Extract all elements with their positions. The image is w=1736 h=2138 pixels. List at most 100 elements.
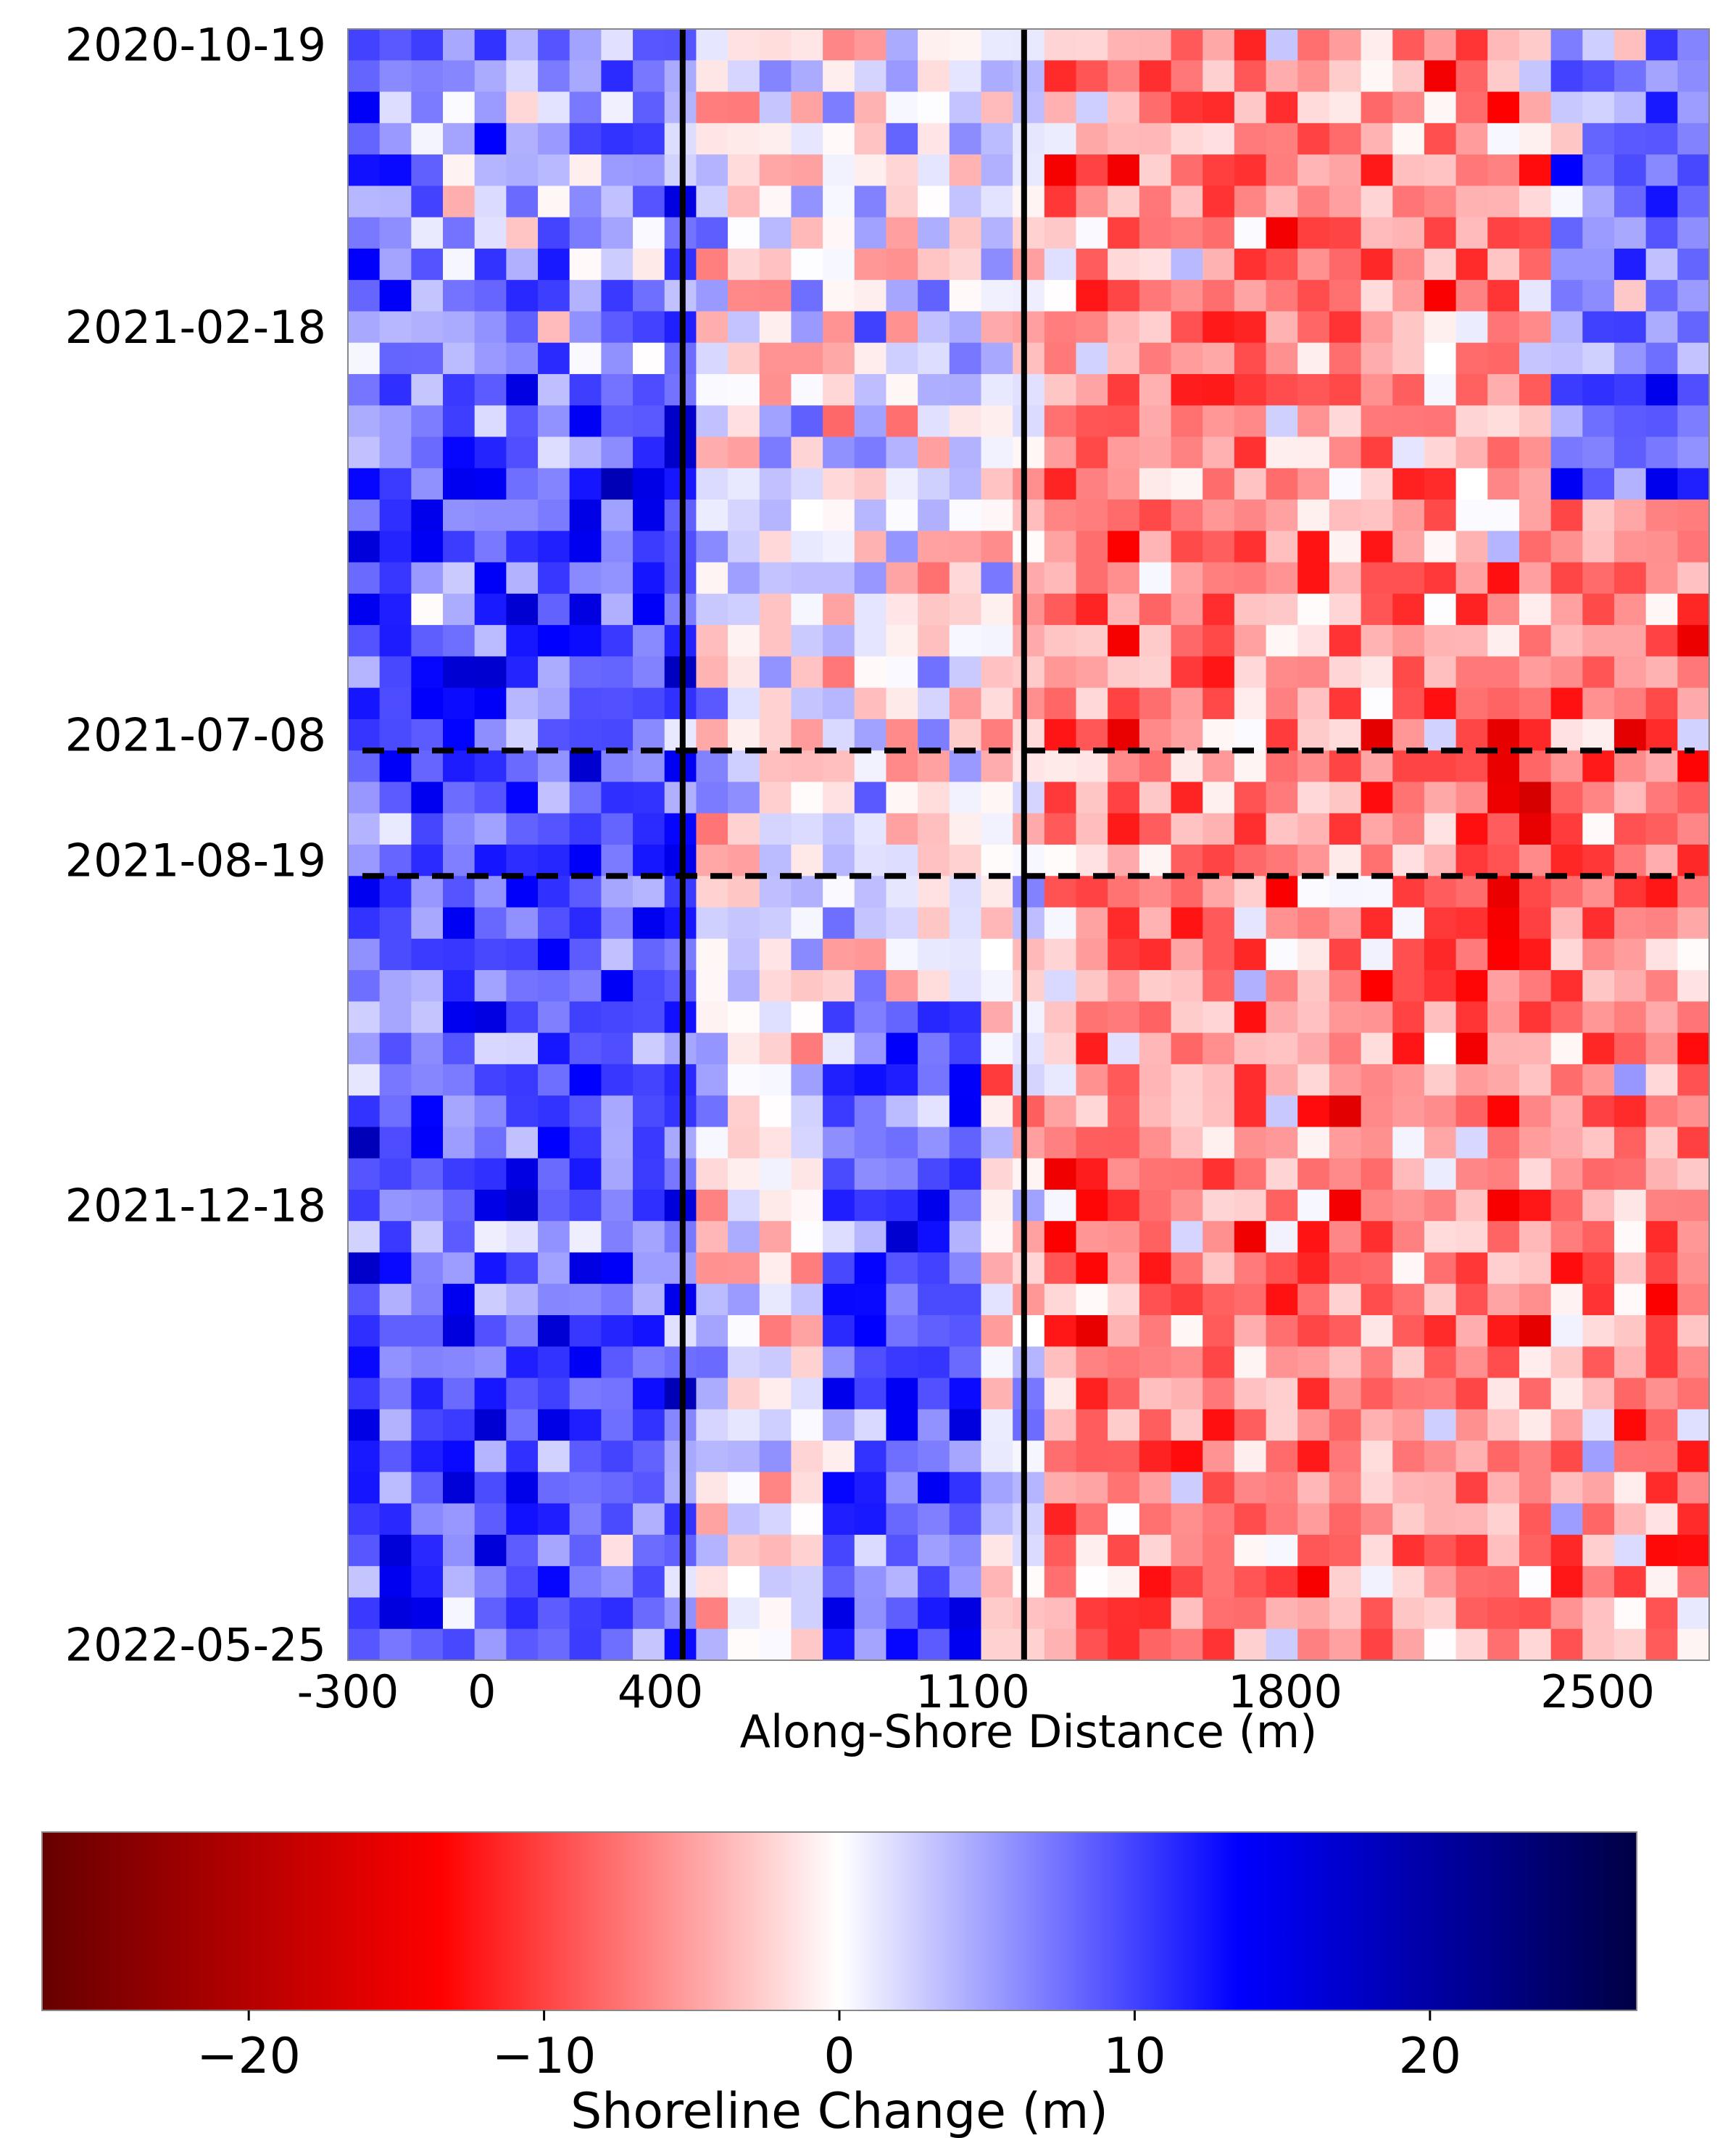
heatmap-cell bbox=[1044, 1189, 1077, 1222]
heatmap-cell bbox=[538, 1221, 570, 1254]
heatmap-cell bbox=[474, 123, 507, 155]
heatmap-cell bbox=[1139, 750, 1172, 783]
heatmap-cell bbox=[791, 1064, 823, 1096]
heatmap-cell bbox=[949, 373, 982, 406]
heatmap-cell bbox=[1108, 1409, 1140, 1441]
heatmap-cell bbox=[823, 1315, 855, 1347]
heatmap-cell bbox=[443, 1472, 475, 1504]
heatmap-cell bbox=[1487, 1597, 1520, 1630]
heatmap-cell bbox=[348, 468, 381, 500]
heatmap-cell bbox=[1645, 248, 1678, 281]
heatmap-cell bbox=[1614, 1127, 1647, 1159]
heatmap-cell bbox=[728, 813, 760, 845]
heatmap-cell bbox=[1203, 1064, 1235, 1096]
heatmap-cell bbox=[1234, 29, 1267, 61]
heatmap-cell bbox=[1519, 1315, 1552, 1347]
heatmap-cell bbox=[443, 593, 475, 626]
heatmap-cell bbox=[886, 373, 918, 406]
heatmap-cell bbox=[1550, 123, 1583, 155]
heatmap-cell bbox=[411, 311, 444, 344]
heatmap-cell bbox=[1487, 186, 1520, 218]
heatmap-cell bbox=[1424, 1032, 1457, 1065]
heatmap-cell bbox=[1171, 1189, 1203, 1222]
heatmap-cell bbox=[1044, 531, 1077, 563]
heatmap-cell bbox=[1234, 625, 1267, 657]
heatmap-cell bbox=[918, 91, 950, 124]
heatmap-cell bbox=[1455, 280, 1488, 312]
heatmap-cell bbox=[411, 1441, 444, 1472]
heatmap-cell bbox=[506, 154, 539, 186]
heatmap-cell bbox=[728, 687, 760, 720]
heatmap-cell bbox=[1076, 500, 1108, 531]
heatmap-cell bbox=[1550, 656, 1583, 689]
heatmap-cell bbox=[759, 1566, 792, 1599]
heatmap-cell bbox=[474, 718, 507, 751]
heatmap-cell bbox=[1171, 1503, 1203, 1536]
heatmap-cell bbox=[854, 718, 887, 751]
heatmap-cell bbox=[1519, 1377, 1552, 1410]
heatmap-cell bbox=[633, 656, 665, 689]
heatmap-cell bbox=[538, 1189, 570, 1222]
heatmap-cell bbox=[1108, 1503, 1140, 1536]
heatmap-cell bbox=[1234, 1001, 1267, 1034]
heatmap-cell bbox=[601, 1221, 634, 1254]
heatmap-cell bbox=[1614, 154, 1647, 186]
heatmap-cell bbox=[474, 29, 507, 61]
heatmap-cell bbox=[601, 718, 634, 751]
heatmap-cell bbox=[1203, 1503, 1235, 1536]
heatmap-cell bbox=[1677, 1503, 1710, 1536]
heatmap-cell bbox=[823, 970, 855, 1002]
heatmap-cell bbox=[791, 938, 823, 971]
heatmap-cell bbox=[1550, 373, 1583, 406]
heatmap-cell bbox=[1171, 1032, 1203, 1065]
heatmap-cell bbox=[1392, 813, 1425, 845]
heatmap-cell bbox=[949, 154, 982, 186]
heatmap-cell bbox=[823, 656, 855, 689]
heatmap-cell bbox=[728, 656, 760, 689]
heatmap-cell bbox=[506, 342, 539, 375]
y-tick-label: 2020-10-19 bbox=[65, 19, 326, 72]
heatmap-cell bbox=[1677, 29, 1710, 61]
heatmap-cell bbox=[886, 1346, 918, 1379]
heatmap-cell bbox=[506, 813, 539, 845]
heatmap-cell bbox=[1266, 373, 1298, 406]
heatmap-cell bbox=[1645, 625, 1678, 657]
heatmap-cell bbox=[823, 813, 855, 845]
heatmap-cell bbox=[1171, 593, 1203, 626]
heatmap-cell bbox=[1392, 1283, 1425, 1316]
heatmap-cell bbox=[1487, 1032, 1520, 1065]
heatmap-cell bbox=[949, 1534, 982, 1567]
heatmap-cell bbox=[348, 1032, 381, 1065]
heatmap-cell bbox=[348, 782, 381, 814]
heatmap-cell bbox=[1171, 60, 1203, 93]
heatmap-cell bbox=[379, 1252, 412, 1285]
heatmap-cell bbox=[791, 311, 823, 344]
heatmap-cell bbox=[1076, 405, 1108, 438]
heatmap-cell bbox=[1392, 500, 1425, 531]
heatmap-cell bbox=[696, 625, 728, 657]
heatmap-cell bbox=[379, 1095, 412, 1128]
heatmap-cell bbox=[1677, 1441, 1710, 1472]
heatmap-cell bbox=[1297, 342, 1330, 375]
heatmap-cell bbox=[823, 1032, 855, 1065]
heatmap-cell bbox=[474, 1503, 507, 1536]
heatmap-cell bbox=[1266, 656, 1298, 689]
heatmap-cell bbox=[886, 1127, 918, 1159]
heatmap-cell bbox=[1171, 938, 1203, 971]
heatmap-cell bbox=[1108, 186, 1140, 218]
heatmap-cell bbox=[1203, 687, 1235, 720]
heatmap-cell bbox=[1076, 342, 1108, 375]
heatmap-cell bbox=[1266, 311, 1298, 344]
heatmap-cell bbox=[443, 1377, 475, 1410]
heatmap-cell bbox=[1550, 248, 1583, 281]
heatmap-cell bbox=[949, 1377, 982, 1410]
heatmap-cell bbox=[1519, 562, 1552, 594]
heatmap-cell bbox=[1234, 1221, 1267, 1254]
heatmap-cell bbox=[474, 1189, 507, 1222]
heatmap-cell bbox=[1234, 970, 1267, 1002]
heatmap-cell bbox=[918, 1221, 950, 1254]
heatmap-cell bbox=[1171, 373, 1203, 406]
heatmap-cell bbox=[1076, 845, 1108, 877]
heatmap-cell bbox=[443, 311, 475, 344]
heatmap-cell bbox=[1203, 1189, 1235, 1222]
